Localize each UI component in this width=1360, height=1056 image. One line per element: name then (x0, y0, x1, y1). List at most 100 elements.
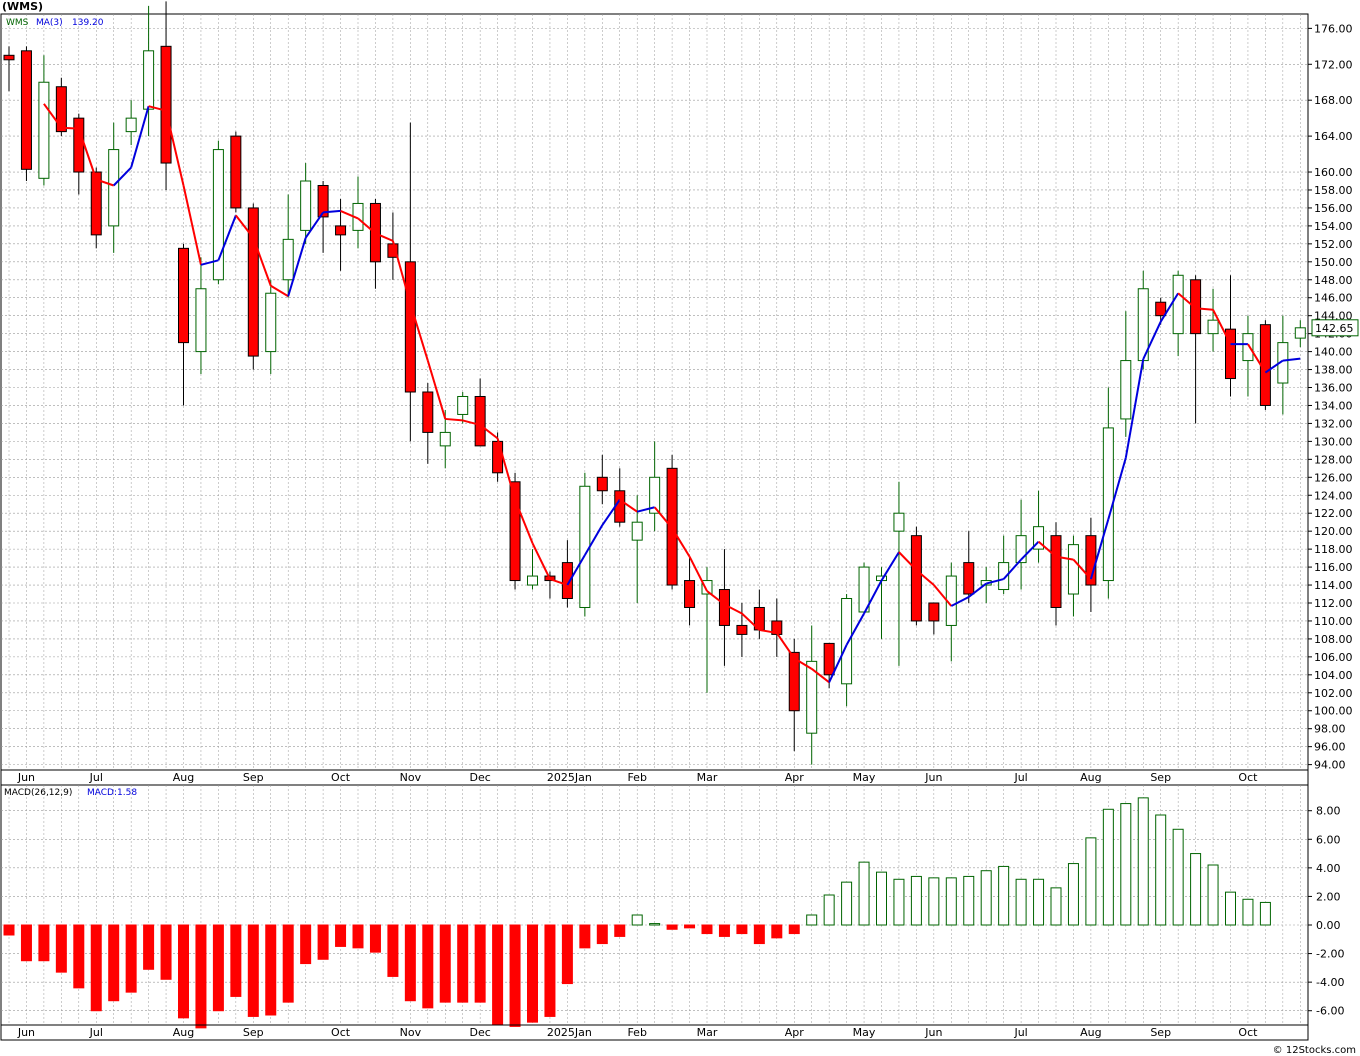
macd-bar (439, 924, 451, 1003)
macd-bar (771, 924, 783, 939)
macd-bar (3, 924, 15, 936)
ma-segment (496, 438, 517, 501)
macd-value: MACD:1.58 (87, 788, 137, 798)
ma-segment (601, 499, 621, 526)
candle-body (282, 238, 294, 281)
macd-x-tick-label: Oct (331, 1026, 351, 1039)
ma-segment (182, 185, 202, 266)
price-x-tick-label: Dec (470, 771, 491, 784)
macd-bar (736, 924, 748, 935)
candle-body (108, 149, 120, 227)
ma-segment (357, 217, 377, 235)
macd-bar (753, 924, 765, 945)
macd-bar (143, 924, 155, 970)
ma-segment (95, 178, 115, 187)
candle-body (1015, 535, 1027, 564)
macd-bar (1033, 878, 1045, 926)
ma-segment (985, 578, 1004, 585)
ma-segment (1020, 540, 1040, 561)
price-y-tick-label: 120.00 (1314, 525, 1353, 538)
candle-body (1294, 327, 1306, 339)
ma-segment (1124, 358, 1145, 459)
candle (230, 131, 242, 213)
candle (561, 540, 573, 608)
macd-x-tick-label: Sep (1150, 1026, 1171, 1039)
candle (614, 468, 626, 527)
macd-panel: -6.00-4.00-2.000.002.004.006.008.00 Jun J… (0, 784, 1344, 1041)
candle-body (20, 50, 32, 170)
last-price-value: 142.65 (1315, 322, 1354, 335)
candle-body (125, 117, 137, 133)
macd-bar (422, 924, 434, 1009)
candle (335, 198, 347, 271)
candle (108, 122, 120, 253)
price-y-tick-label: 98.00 (1314, 723, 1346, 736)
candle (806, 625, 818, 765)
price-y-tick-label: 150.00 (1314, 256, 1353, 269)
macd-bar (352, 924, 364, 949)
price-x-tick-label: May (853, 771, 876, 784)
macd-x-tick-label: Nov (400, 1026, 422, 1039)
candle (1067, 535, 1079, 617)
price-y-tick-label: 128.00 (1314, 453, 1353, 466)
candle (736, 602, 748, 657)
candle-body (596, 476, 608, 492)
candle-body (1120, 360, 1132, 420)
candle-body (492, 440, 504, 474)
candle-body (649, 476, 661, 514)
price-x-tick-label: Jun (17, 771, 35, 784)
ma-segment (531, 542, 551, 580)
macd-bar (1242, 898, 1254, 926)
candle (1225, 275, 1236, 397)
price-y-axis: 94.00 96.00 98.00 100.00 102.00 104.00 106.00 1… (1308, 22, 1353, 772)
candle (858, 562, 870, 613)
candle (212, 140, 224, 285)
macd-bar (20, 924, 32, 962)
candle (195, 257, 207, 375)
candle-body (998, 562, 1010, 591)
price-x-axis: Jun Jul Aug Sep Oct Nov Dec 2025Jan Feb Mar Apr May… (1, 769, 1308, 784)
macd-bar (823, 894, 835, 926)
price-legend: WMS MA(3) 139.20 (6, 18, 104, 28)
candle (125, 100, 137, 146)
macd-bar (247, 924, 259, 1017)
macd-bar (631, 914, 643, 926)
ma-segment (270, 284, 289, 298)
candle (317, 181, 329, 253)
ma-segment (915, 569, 935, 586)
price-y-tick-label: 172.00 (1314, 58, 1353, 71)
candle-body (457, 395, 469, 415)
price-x-tick-label: Aug (1080, 771, 1101, 784)
price-x-tick-label: 2025Jan (547, 771, 592, 784)
price-x-tick-label: Sep (243, 771, 264, 784)
candle (509, 472, 521, 590)
ma-segment (323, 209, 341, 214)
candle-body (143, 50, 155, 110)
candle (596, 454, 608, 505)
price-y-tick-label: 146.00 (1314, 292, 1353, 305)
price-y-tick-label: 96.00 (1314, 741, 1346, 754)
ma-segment (706, 590, 726, 606)
ma-segment (165, 110, 185, 186)
price-y-tick-label: 112.00 (1314, 597, 1353, 610)
ma-segment (566, 554, 586, 586)
legend-ma-value: 139.20 (72, 18, 104, 28)
ma-segment (549, 578, 568, 586)
candle (527, 549, 538, 590)
macd-bar (1102, 808, 1114, 926)
candle-body (561, 562, 573, 600)
macd-bar (108, 924, 120, 1002)
candle-body (38, 81, 50, 179)
candle (387, 212, 399, 280)
candle (1190, 275, 1202, 424)
ma-segment (61, 126, 79, 130)
candle-body (893, 512, 905, 532)
candle-body (265, 292, 277, 353)
candle (404, 122, 416, 442)
price-y-tick-label: 122.00 (1314, 507, 1353, 520)
candle-body (1050, 535, 1062, 608)
macd-y-tick-label: 2.00 (1316, 890, 1341, 903)
macd-bar (404, 924, 416, 1002)
candle (73, 113, 85, 195)
macd-bar (980, 870, 992, 926)
